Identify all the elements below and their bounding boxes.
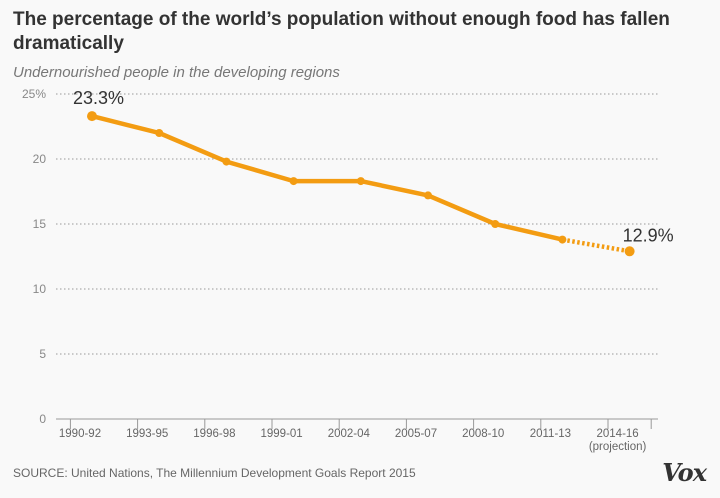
x-tick-label: 2008-10 bbox=[462, 428, 504, 440]
x-tick-label: 1996-98 bbox=[193, 428, 235, 440]
source-note: SOURCE: United Nations, The Millennium D… bbox=[13, 466, 416, 480]
y-tick-label: 0 bbox=[39, 412, 46, 426]
chart-subtitle: Undernourished people in the developing … bbox=[13, 64, 340, 81]
data-point bbox=[289, 177, 298, 186]
x-tick-label: 2002-04 bbox=[328, 428, 371, 440]
data-label: 23.3% bbox=[73, 88, 124, 108]
data-label: 12.9% bbox=[623, 225, 674, 245]
chart-title: The percentage of the world’s population… bbox=[13, 9, 670, 54]
data-point bbox=[624, 246, 635, 257]
data-point bbox=[87, 111, 97, 122]
data-point bbox=[491, 220, 500, 228]
x-tick-label: 2005-07 bbox=[395, 428, 437, 440]
x-tick-label: 1999-01 bbox=[260, 428, 302, 440]
y-tick-label: 15 bbox=[33, 217, 47, 231]
vox-logo: Vox bbox=[662, 458, 707, 487]
data-point bbox=[558, 235, 567, 244]
series-line-projection bbox=[562, 237, 630, 254]
x-tick-label: 2011-13 bbox=[530, 428, 571, 440]
y-tick-label: 10 bbox=[33, 282, 47, 296]
x-tick-label: 1990-92 bbox=[59, 428, 101, 440]
series-line-actual bbox=[91, 113, 563, 242]
x-tick-label: 1993-95 bbox=[126, 428, 168, 440]
x-tick-sublabel: (projection) bbox=[589, 441, 647, 453]
data-point bbox=[222, 157, 231, 166]
y-tick-label: 25% bbox=[22, 87, 46, 101]
data-point bbox=[424, 191, 432, 200]
y-tick-label: 5 bbox=[39, 347, 46, 361]
data-point bbox=[155, 129, 164, 137]
y-tick-label: 20 bbox=[33, 152, 47, 166]
x-tick-label: 2014-16 bbox=[596, 428, 638, 440]
data-point bbox=[356, 177, 365, 186]
